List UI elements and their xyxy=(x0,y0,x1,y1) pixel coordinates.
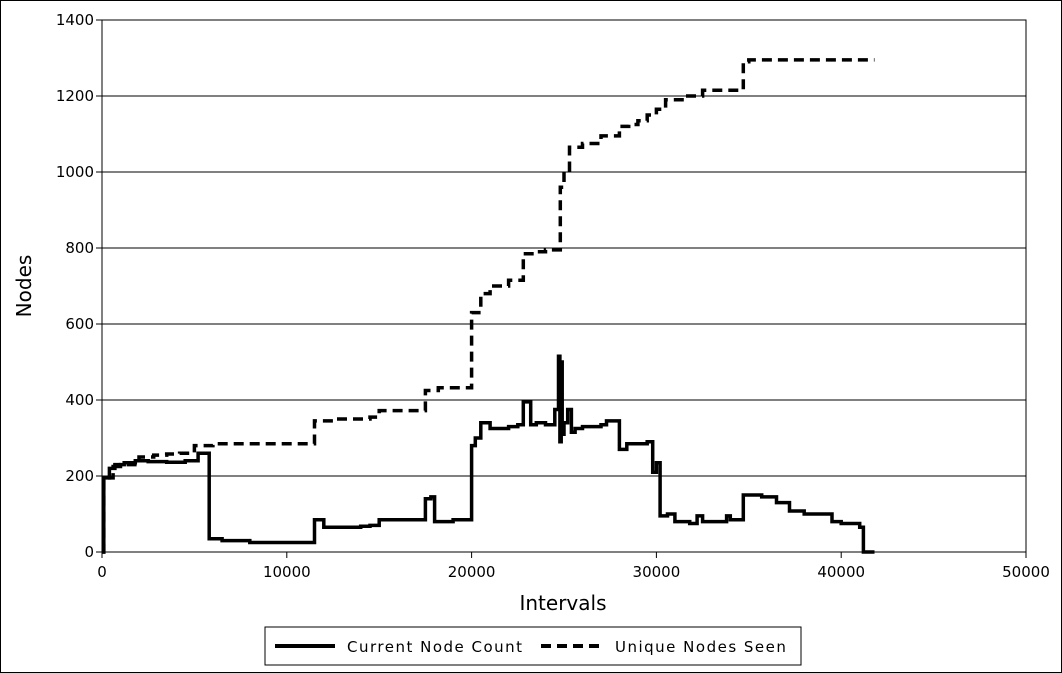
y-tick-label: 1200 xyxy=(56,87,94,105)
x-tick-label: 0 xyxy=(97,563,107,581)
x-tick-label: 10000 xyxy=(263,563,311,581)
x-tick-label: 50000 xyxy=(1002,563,1050,581)
y-tick-label: 1400 xyxy=(56,11,94,29)
x-axis-title: Intervals xyxy=(519,591,606,615)
y-axis-title: Nodes xyxy=(12,255,36,318)
series-unique-nodes-seen xyxy=(102,58,875,554)
gridlines xyxy=(102,19,1026,477)
series-current-node-count xyxy=(102,354,875,554)
y-tick-label: 0 xyxy=(84,543,94,561)
legend-box xyxy=(264,626,802,666)
legend-label-unique: Unique Nodes Seen xyxy=(615,638,787,656)
y-tick-label: 400 xyxy=(65,391,94,409)
legend: Current Node Count Unique Nodes Seen xyxy=(264,626,802,666)
y-tick-label: 600 xyxy=(65,315,94,333)
x-tick-label: 20000 xyxy=(448,563,496,581)
y-tick-label: 1000 xyxy=(56,163,94,181)
y-tick-label: 800 xyxy=(65,239,94,257)
legend-label-current: Current Node Count xyxy=(347,638,524,656)
series xyxy=(102,58,875,554)
tick-labels: 0 200 400 600 800 1000 1200 1400 0 10000 20000 3000… xyxy=(56,11,1050,581)
x-tick-label: 40000 xyxy=(817,563,865,581)
x-tick-label: 30000 xyxy=(633,563,681,581)
plot-area-frame xyxy=(101,19,1027,553)
y-tick-label: 200 xyxy=(65,467,94,485)
axes xyxy=(96,19,1027,558)
